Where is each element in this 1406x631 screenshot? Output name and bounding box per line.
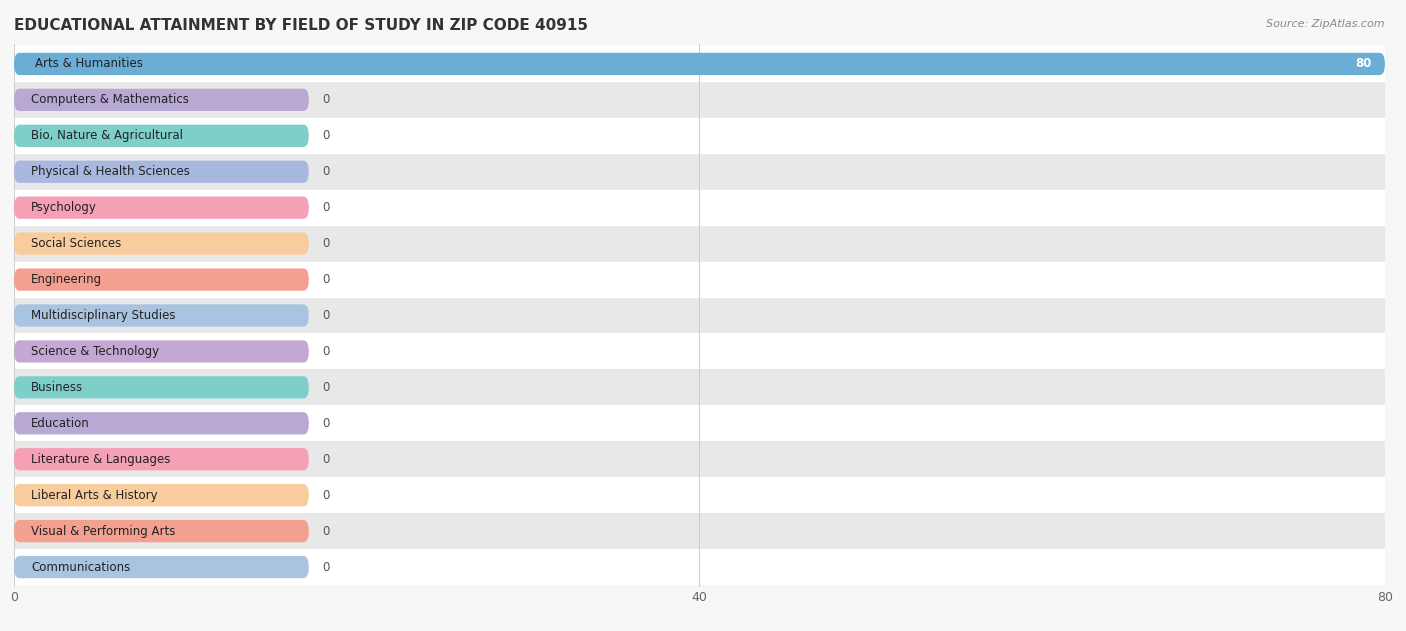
FancyBboxPatch shape xyxy=(14,196,309,219)
Bar xyxy=(14,82,1385,118)
Text: Engineering: Engineering xyxy=(31,273,103,286)
Bar xyxy=(14,226,1385,262)
Text: Psychology: Psychology xyxy=(31,201,97,214)
Text: 0: 0 xyxy=(322,524,330,538)
Text: Education: Education xyxy=(31,417,90,430)
FancyBboxPatch shape xyxy=(14,53,1385,75)
Bar xyxy=(14,369,1385,405)
Text: 0: 0 xyxy=(322,488,330,502)
Text: Computers & Mathematics: Computers & Mathematics xyxy=(31,93,188,107)
Bar xyxy=(14,549,1385,585)
Text: 0: 0 xyxy=(322,93,330,107)
FancyBboxPatch shape xyxy=(14,448,309,470)
Bar xyxy=(14,513,1385,549)
Text: Physical & Health Sciences: Physical & Health Sciences xyxy=(31,165,190,178)
FancyBboxPatch shape xyxy=(14,376,309,399)
Text: 0: 0 xyxy=(322,309,330,322)
Text: Source: ZipAtlas.com: Source: ZipAtlas.com xyxy=(1267,19,1385,29)
Bar xyxy=(14,118,1385,154)
FancyBboxPatch shape xyxy=(14,161,309,183)
Text: Social Sciences: Social Sciences xyxy=(31,237,121,250)
FancyBboxPatch shape xyxy=(14,556,309,578)
Bar xyxy=(14,477,1385,513)
Text: 0: 0 xyxy=(322,453,330,466)
Text: Visual & Performing Arts: Visual & Performing Arts xyxy=(31,524,176,538)
Text: 0: 0 xyxy=(322,273,330,286)
Bar xyxy=(14,405,1385,441)
Text: Business: Business xyxy=(31,381,83,394)
FancyBboxPatch shape xyxy=(14,340,309,363)
Bar xyxy=(14,441,1385,477)
Text: 80: 80 xyxy=(1355,57,1371,71)
FancyBboxPatch shape xyxy=(14,125,309,147)
Text: Multidisciplinary Studies: Multidisciplinary Studies xyxy=(31,309,176,322)
FancyBboxPatch shape xyxy=(14,89,309,111)
Text: Arts & Humanities: Arts & Humanities xyxy=(35,57,142,71)
FancyBboxPatch shape xyxy=(14,304,309,327)
FancyBboxPatch shape xyxy=(14,520,309,542)
FancyBboxPatch shape xyxy=(14,412,309,435)
Text: 0: 0 xyxy=(322,381,330,394)
FancyBboxPatch shape xyxy=(14,268,309,291)
Text: 0: 0 xyxy=(322,129,330,143)
Bar xyxy=(14,190,1385,226)
Bar xyxy=(14,262,1385,298)
Text: Communications: Communications xyxy=(31,560,131,574)
Text: 0: 0 xyxy=(322,345,330,358)
Text: 0: 0 xyxy=(322,201,330,214)
Bar xyxy=(14,333,1385,369)
Text: 0: 0 xyxy=(322,165,330,178)
Text: 0: 0 xyxy=(322,417,330,430)
Text: 0: 0 xyxy=(322,560,330,574)
FancyBboxPatch shape xyxy=(14,232,309,255)
Text: Bio, Nature & Agricultural: Bio, Nature & Agricultural xyxy=(31,129,183,143)
Bar xyxy=(14,46,1385,82)
Text: Literature & Languages: Literature & Languages xyxy=(31,453,170,466)
Text: Science & Technology: Science & Technology xyxy=(31,345,159,358)
FancyBboxPatch shape xyxy=(14,484,309,506)
Text: 0: 0 xyxy=(322,237,330,250)
Text: EDUCATIONAL ATTAINMENT BY FIELD OF STUDY IN ZIP CODE 40915: EDUCATIONAL ATTAINMENT BY FIELD OF STUDY… xyxy=(14,18,588,33)
Bar xyxy=(14,154,1385,190)
Text: Liberal Arts & History: Liberal Arts & History xyxy=(31,488,157,502)
Bar xyxy=(14,298,1385,333)
